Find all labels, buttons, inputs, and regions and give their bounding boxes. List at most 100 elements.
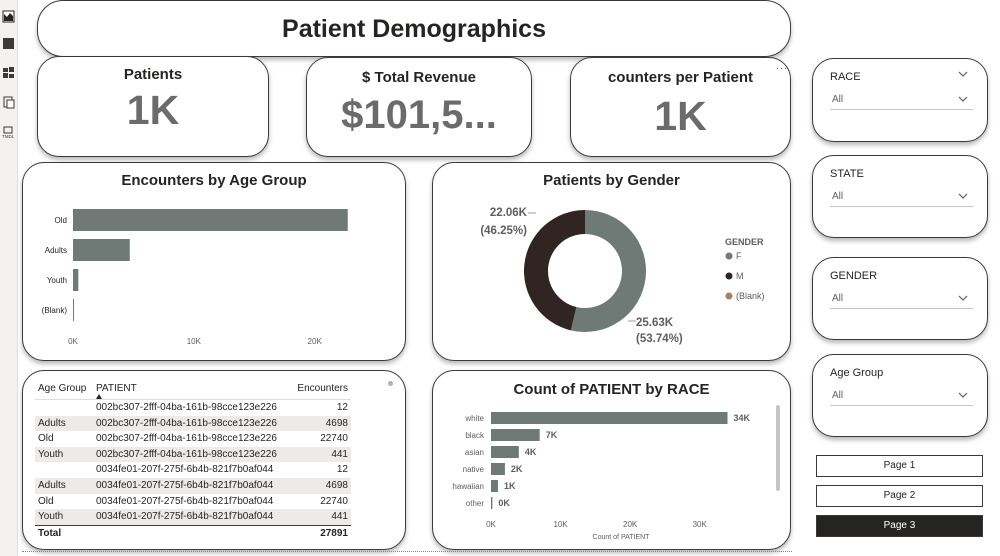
- data-label: 25.63K: [636, 317, 674, 329]
- legend-entry: M: [736, 271, 744, 281]
- bar[interactable]: [491, 412, 728, 424]
- table-row[interactable]: Old 0034fe01-207f-275f-6b4b-821f7b0af044 2…: [35, 494, 351, 510]
- bar[interactable]: [73, 209, 348, 231]
- table-cell: Adults: [38, 417, 66, 429]
- kpi-label: Patients: [123, 66, 183, 83]
- bar[interactable]: [73, 269, 79, 291]
- slicer-dropdown[interactable]: All: [830, 90, 973, 110]
- slicer-value: All: [832, 390, 844, 401]
- chart-scrollbar[interactable]: [776, 405, 780, 491]
- table-cell: 22740: [320, 495, 348, 507]
- table-cell: 22740: [320, 433, 348, 445]
- donut-slice-f[interactable]: [570, 210, 647, 332]
- chart-card-patients-by-gender[interactable]: Patients by Gender 25.63K (53.74%) 22.06K (…: [432, 162, 791, 361]
- legend-entry: F: [736, 251, 742, 261]
- tick-label: 10K: [187, 337, 202, 346]
- kpi-card-patients[interactable]: Patients 1K: [37, 56, 269, 157]
- gender-donut-chart: 25.63K (53.74%) 22.06K (46.25%) GENDER FM (Bla…: [480, 207, 765, 345]
- table-row[interactable]: Adults 0034fe01-207f-275f-6b4b-821f7b0af0…: [35, 477, 351, 494]
- table-cell: 002bc307-2fff-04ba-161b-98cce123e226: [96, 417, 277, 429]
- more-options-icon[interactable]: ...: [776, 60, 789, 72]
- tick-label: 0K: [486, 520, 496, 529]
- bar[interactable]: [491, 497, 493, 509]
- table-row[interactable]: 002bc307-2fff-04ba-161b-98cce123e226 12: [35, 400, 351, 416]
- total-label: Total: [38, 527, 62, 539]
- category-label: Youth: [47, 276, 67, 285]
- tick-label: 10K: [553, 520, 568, 529]
- page-title: Patient Demographics: [282, 15, 546, 43]
- kpi-label: $ Total Revenue: [362, 69, 476, 86]
- bar[interactable]: [491, 429, 540, 441]
- slicer-state[interactable]: STATE All: [812, 155, 988, 238]
- table-cell: 0034fe01-207f-275f-6b4b-821f7b0af044: [96, 511, 274, 523]
- tmdl-view-icon[interactable]: TMDL: [2, 126, 15, 139]
- slicer-label: Age Group: [830, 367, 884, 379]
- table-row[interactable]: Old 002bc307-2fff-04ba-161b-98cce123e226 2…: [35, 431, 351, 447]
- kpi-card-encounters-per-patient[interactable]: counters per Patient 1K: [570, 57, 791, 157]
- slicer-label: GENDER: [830, 270, 878, 282]
- kpi-value: 1K: [126, 87, 180, 133]
- chevron-down-icon[interactable]: [957, 69, 969, 79]
- scrollbar-handle[interactable]: [388, 381, 393, 386]
- donut-slice-m[interactable]: [524, 210, 585, 331]
- model-view-icon[interactable]: [2, 66, 15, 79]
- bar[interactable]: [73, 299, 74, 321]
- chart-card-patients-by-race[interactable]: Count of PATIENT by RACE white 34K black 7K…: [432, 370, 791, 550]
- page-2-button[interactable]: Page 2: [816, 485, 983, 507]
- tick-label: 0K: [68, 337, 78, 346]
- bar[interactable]: [491, 480, 498, 492]
- chart-card-encounters-by-age[interactable]: Encounters by Age Group Old Adults Youth (B…: [22, 162, 406, 361]
- kpi-value: 1K: [654, 93, 707, 139]
- slicer-dropdown[interactable]: All: [830, 386, 973, 406]
- svg-text:TMDL: TMDL: [2, 134, 15, 139]
- table-header: Age Group PATIENT Encounters: [35, 378, 351, 400]
- page-3-button[interactable]: Page 3: [816, 515, 983, 537]
- kpi-card-total-revenue[interactable]: $ Total Revenue $101,5...: [306, 57, 532, 157]
- slicer-value: All: [832, 293, 844, 304]
- slicer-label: RACE: [830, 71, 861, 83]
- dax-query-icon[interactable]: [2, 96, 15, 109]
- column-header-age-group[interactable]: Age Group: [38, 383, 87, 394]
- data-label: 7K: [546, 430, 558, 440]
- kpi-value: $101,5...: [341, 93, 497, 137]
- bar[interactable]: [491, 446, 519, 458]
- table-row[interactable]: Adults 002bc307-2fff-04ba-161b-98cce123e2…: [35, 415, 351, 432]
- tick-label: 20K: [623, 520, 638, 529]
- kpi-label: counters per Patient: [607, 69, 754, 86]
- table-cell: 4698: [325, 417, 348, 429]
- column-header-patient[interactable]: PATIENT: [96, 383, 137, 394]
- table-cell: 12: [336, 402, 348, 413]
- table-cell: 002bc307-2fff-04ba-161b-98cce123e226: [96, 448, 277, 460]
- table-row[interactable]: Youth 002bc307-2fff-04ba-161b-98cce123e22…: [35, 446, 351, 463]
- category-label: Old: [55, 216, 67, 225]
- age-bar-chart: Old Adults Youth (Blank) 0K 10K 20K: [42, 209, 348, 346]
- data-view-icon[interactable]: [2, 37, 15, 50]
- data-label: 34K: [734, 413, 751, 423]
- legend-entry: (Blank): [736, 291, 765, 301]
- x-axis-label: Count of PATIENT: [593, 534, 651, 541]
- slicer-dropdown[interactable]: All: [830, 289, 973, 309]
- slicer-age-group[interactable]: Age Group All: [812, 354, 988, 437]
- slicer-value: All: [832, 191, 844, 202]
- report-view-icon[interactable]: [2, 10, 15, 23]
- bar[interactable]: [73, 239, 130, 261]
- chevron-down-icon: [958, 96, 968, 102]
- column-header-encounters[interactable]: Encounters: [297, 383, 348, 394]
- category-label: (Blank): [42, 306, 68, 315]
- sort-ascending-icon: [96, 394, 102, 399]
- table-cell: Youth: [38, 448, 64, 460]
- chevron-down-icon: [958, 193, 968, 199]
- title-card: Patient Demographics: [37, 0, 791, 57]
- chart-title: Count of PATIENT by RACE: [513, 381, 710, 398]
- slicer-race[interactable]: RACE All: [812, 58, 988, 142]
- table-row[interactable]: Youth 0034fe01-207f-275f-6b4b-821f7b0af04…: [35, 509, 351, 525]
- bar[interactable]: [491, 463, 505, 475]
- page-1-button[interactable]: Page 1: [816, 455, 983, 477]
- chart-title: Encounters by Age Group: [121, 172, 307, 189]
- data-label: 0K: [498, 498, 510, 508]
- slicer-dropdown[interactable]: All: [830, 187, 973, 207]
- slicer-gender[interactable]: GENDER All: [812, 257, 988, 340]
- chevron-down-icon: [958, 295, 968, 301]
- table-row[interactable]: 0034fe01-207f-275f-6b4b-821f7b0af044 12: [35, 462, 351, 478]
- category-label: native: [463, 465, 485, 474]
